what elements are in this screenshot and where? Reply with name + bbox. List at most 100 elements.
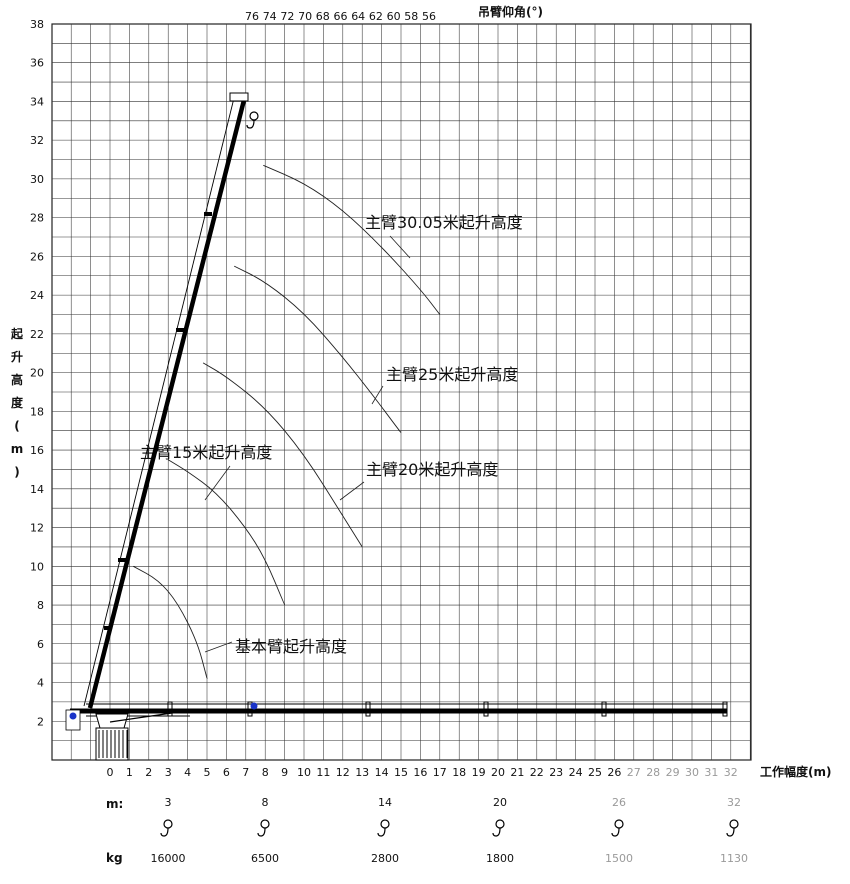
load-table-load: 1130 [720,852,748,865]
hook-icon [380,819,390,829]
x-tick-label: 31 [704,766,718,779]
annotation-leader [204,641,233,653]
hook-icon [729,819,739,829]
annotation-leader [371,385,384,405]
y-tick-label: 2 [37,715,44,728]
hook-marker [250,702,258,710]
x-axis-label: 工作幅度(m) [760,764,831,779]
x-tick-label: 20 [491,766,505,779]
y-tick-label: 30 [30,173,44,186]
height-curve [167,459,286,606]
x-tick-label: 3 [165,766,172,779]
load-table-radius: 14 [378,796,392,809]
pivot-marker [69,712,77,720]
x-tick-label: 8 [262,766,269,779]
x-tick-label: 9 [281,766,288,779]
boom-head [229,92,249,102]
boom-section-joint [483,701,489,717]
load-table-radius: 20 [493,796,507,809]
angle-tick-label: 72 [280,10,294,23]
y-tick-label: 16 [30,444,44,457]
height-curve [202,362,363,548]
annotation-leader [204,465,231,501]
x-tick-label: 13 [355,766,369,779]
annotation-leader [339,481,365,501]
x-tick-label: 14 [375,766,389,779]
x-tick-label: 27 [627,766,641,779]
y-axis-label-char: m [11,442,24,456]
angle-tick-label: 74 [263,10,277,23]
height-curve [133,565,208,680]
raised-boom-joint [118,558,126,562]
y-tick-label: 8 [37,599,44,612]
curve-annotation: 主臂30.05米起升高度 [365,213,523,232]
y-tick-label: 6 [37,638,44,651]
y-tick-label: 38 [30,18,44,31]
y-tick-label: 24 [30,289,44,302]
hook-icon [492,827,501,837]
x-tick-label: 4 [184,766,191,779]
y-axis-label-char: 高 [11,372,23,387]
x-tick-label: 30 [685,766,699,779]
x-tick-label: 5 [204,766,211,779]
x-tick-label: 19 [472,766,486,779]
y-tick-label: 14 [30,483,44,496]
x-tick-label: 1 [126,766,133,779]
boom-section-joint [247,701,253,717]
x-tick-label: 26 [607,766,621,779]
curve-annotation: 主臂15米起升高度 [140,443,272,462]
boom-hook-icon [246,119,255,129]
x-tick-label: 22 [530,766,544,779]
hook-icon [257,827,266,837]
raised-boom-joint [104,626,112,630]
x-tick-label: 7 [242,766,249,779]
y-tick-label: 10 [30,560,44,573]
y-tick-label: 20 [30,367,44,380]
y-tick-label: 18 [30,405,44,418]
curve-annotation: 主臂20米起升高度 [366,460,498,479]
y-tick-label: 36 [30,57,44,70]
height-curve [233,265,402,434]
x-tick-label: 32 [724,766,738,779]
load-table-radius: 32 [727,796,741,809]
raised-boom [87,99,247,709]
load-table-radius-label: m: [106,797,123,811]
load-table-load: 1800 [486,852,514,865]
x-tick-label: 17 [433,766,447,779]
x-tick-label: 23 [549,766,563,779]
load-table-radius: 26 [612,796,626,809]
y-tick-label: 22 [30,328,44,341]
x-tick-label: 11 [316,766,330,779]
y-tick-label: 28 [30,212,44,225]
x-tick-label: 6 [223,766,230,779]
x-tick-label: 18 [452,766,466,779]
hook-icon [377,827,386,837]
x-tick-label: 29 [666,766,680,779]
boom-section-joint [365,701,371,717]
boom-section-joint [167,701,173,717]
boom-section-joint [722,701,728,717]
angle-tick-label: 66 [334,10,348,23]
x-tick-label: 12 [336,766,350,779]
load-table-load: 2800 [371,852,399,865]
hook-icon [614,819,624,829]
y-axis-label: 起升高度 (m) [10,326,24,479]
luffing-cylinder [109,710,187,723]
hook-icon [495,819,505,829]
angle-tick-label: 64 [351,10,365,23]
x-tick-label: 25 [588,766,602,779]
load-table-load-label: kg [106,851,123,865]
curve-annotation: 基本臂起升高度 [235,637,347,656]
boom-hook-icon [249,111,259,121]
x-tick-label: 28 [646,766,660,779]
x-tick-label: 10 [297,766,311,779]
angle-tick-label: 58 [404,10,418,23]
boom-section-joint [601,701,607,717]
x-tick-label: 0 [107,766,114,779]
load-table-radius: 8 [262,796,269,809]
angle-tick-label: 70 [298,10,312,23]
load-table-load: 6500 [251,852,279,865]
